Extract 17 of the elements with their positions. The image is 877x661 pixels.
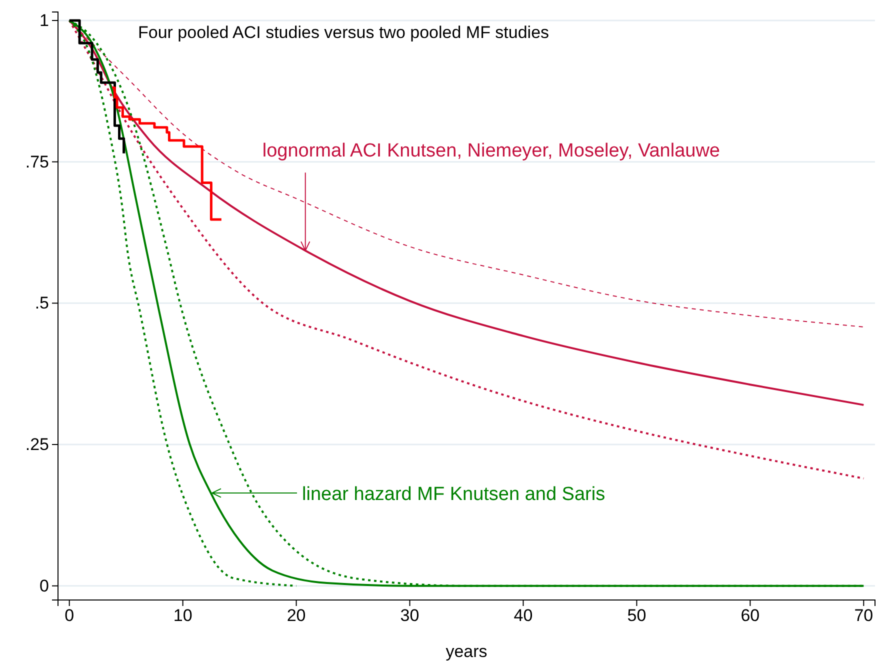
x-tick-label: 60 — [740, 606, 760, 626]
x-tick-label: 10 — [173, 606, 192, 626]
x-tick-label: 30 — [400, 606, 420, 626]
y-tick-label: .5 — [34, 294, 49, 313]
annotation: linear hazard MF Knutsen and Saris — [302, 484, 606, 505]
y-tick-label: .75 — [25, 152, 49, 172]
y-tick-label: 1 — [40, 10, 49, 30]
x-tick-label: 20 — [286, 606, 306, 626]
x-tick-label: 70 — [854, 606, 874, 626]
x-tick-label: 50 — [627, 606, 646, 626]
x-tick-label: 0 — [64, 606, 74, 626]
y-tick-label: 0 — [40, 576, 49, 596]
x-tick-label: 40 — [514, 606, 533, 626]
x-axis-title: years — [446, 642, 488, 661]
annotation: lognormal ACI Knutsen, Niemeyer, Moseley, Vanlauwe — [262, 140, 720, 162]
text: Four pooled ACI studies versus two pooled MF studies — [138, 23, 550, 42]
y-tick-label: .25 — [25, 434, 49, 454]
